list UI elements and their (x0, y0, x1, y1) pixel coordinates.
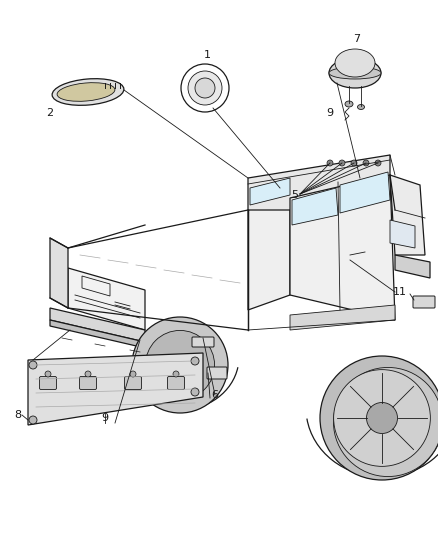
Circle shape (320, 356, 438, 480)
FancyBboxPatch shape (207, 367, 227, 379)
Polygon shape (68, 268, 145, 330)
FancyBboxPatch shape (167, 376, 184, 390)
Ellipse shape (329, 58, 381, 88)
Circle shape (333, 367, 438, 477)
Ellipse shape (335, 49, 375, 77)
Ellipse shape (52, 79, 124, 106)
Polygon shape (390, 175, 425, 255)
FancyBboxPatch shape (124, 376, 141, 390)
Text: 9: 9 (326, 108, 334, 118)
Text: 7: 7 (353, 34, 360, 44)
Polygon shape (50, 320, 145, 348)
Polygon shape (340, 172, 390, 213)
FancyBboxPatch shape (39, 376, 57, 390)
FancyBboxPatch shape (192, 337, 214, 347)
FancyBboxPatch shape (80, 376, 96, 390)
Circle shape (195, 78, 215, 98)
Circle shape (130, 371, 136, 377)
Circle shape (191, 357, 199, 365)
Circle shape (173, 371, 179, 377)
Text: 1: 1 (204, 50, 211, 60)
Polygon shape (248, 155, 390, 210)
Polygon shape (248, 198, 290, 310)
Text: 5: 5 (292, 190, 299, 200)
Circle shape (191, 388, 199, 396)
Circle shape (170, 354, 191, 376)
Text: 8: 8 (14, 410, 21, 420)
Circle shape (188, 71, 222, 105)
Ellipse shape (357, 104, 364, 109)
Text: 2: 2 (46, 108, 53, 118)
Polygon shape (50, 238, 68, 308)
Circle shape (367, 402, 398, 433)
Circle shape (145, 330, 215, 400)
Circle shape (339, 160, 345, 166)
Circle shape (363, 160, 369, 166)
Polygon shape (28, 353, 203, 425)
Circle shape (29, 361, 37, 369)
Ellipse shape (329, 67, 381, 79)
Polygon shape (290, 305, 395, 330)
Polygon shape (250, 178, 290, 205)
Circle shape (132, 317, 228, 413)
Text: 6: 6 (212, 390, 219, 400)
Circle shape (85, 371, 91, 377)
Circle shape (351, 160, 357, 166)
Polygon shape (395, 255, 430, 278)
Circle shape (334, 370, 431, 466)
Circle shape (375, 160, 381, 166)
Polygon shape (50, 308, 145, 342)
Polygon shape (390, 220, 415, 248)
Circle shape (29, 416, 37, 424)
Ellipse shape (345, 101, 353, 107)
Text: 11: 11 (393, 287, 407, 297)
Circle shape (45, 371, 51, 377)
Circle shape (327, 160, 333, 166)
Polygon shape (292, 188, 338, 225)
FancyBboxPatch shape (413, 296, 435, 308)
Ellipse shape (57, 83, 115, 101)
Text: 9: 9 (102, 413, 109, 423)
Polygon shape (290, 175, 395, 320)
